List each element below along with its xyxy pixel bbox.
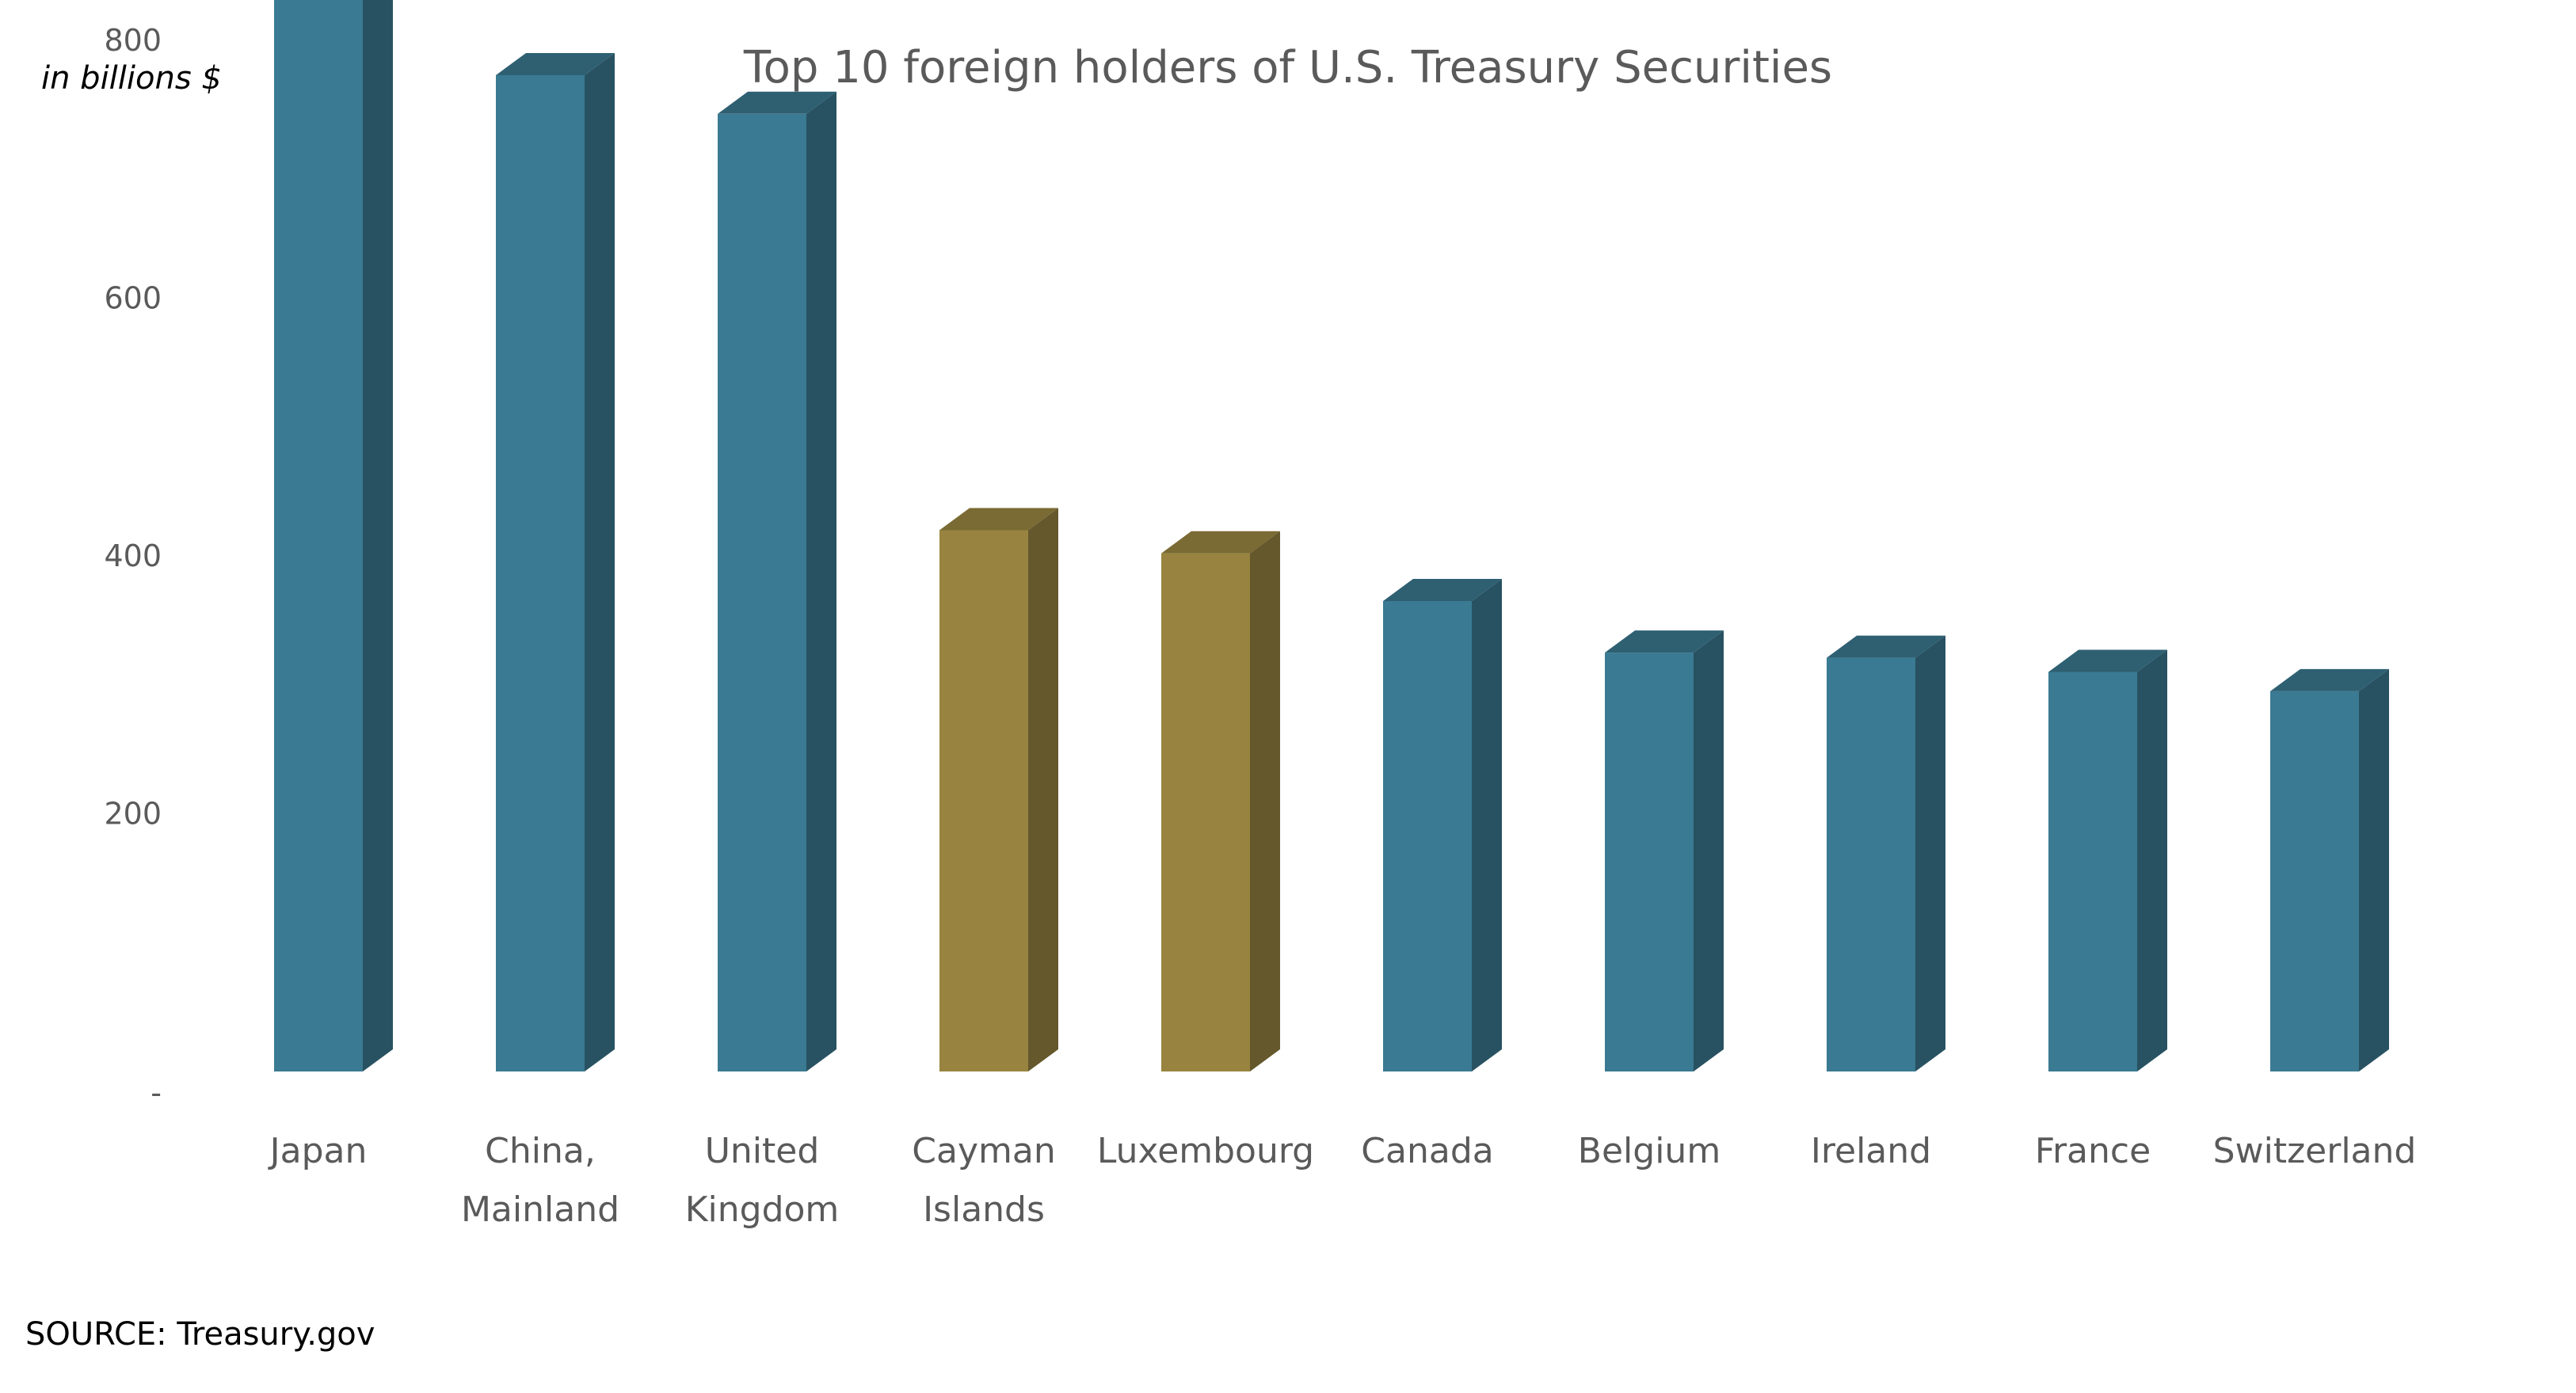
bar-side bbox=[1694, 630, 1724, 1071]
bar bbox=[1605, 630, 1724, 1071]
bar-side bbox=[1472, 578, 1502, 1071]
y-tick-label: - bbox=[151, 1075, 162, 1110]
bar-side bbox=[1250, 531, 1280, 1071]
x-tick-label: Mainland bbox=[461, 1189, 619, 1230]
bar bbox=[939, 508, 1058, 1071]
bar-top bbox=[2270, 668, 2389, 691]
x-tick-label: Kingdom bbox=[685, 1189, 840, 1230]
bar-top bbox=[496, 52, 615, 75]
bar-front bbox=[939, 530, 1028, 1071]
bar bbox=[1827, 635, 1945, 1071]
bar bbox=[2048, 649, 2167, 1071]
bar-front bbox=[718, 113, 806, 1071]
bar-side bbox=[1028, 508, 1058, 1071]
bar-front bbox=[274, 0, 363, 1071]
bar-top bbox=[1605, 630, 1724, 653]
x-tick-label: Luxembourg bbox=[1097, 1131, 1314, 1171]
bar-side bbox=[363, 0, 393, 1071]
x-tick-label: China, bbox=[485, 1131, 596, 1171]
bar-front bbox=[2048, 672, 2137, 1071]
bar-top bbox=[2048, 649, 2167, 672]
x-tick-label: Ireland bbox=[1811, 1131, 1931, 1171]
bar bbox=[718, 91, 836, 1072]
bar-front bbox=[2270, 691, 2359, 1071]
bar-front bbox=[1827, 657, 1915, 1071]
x-tick-label: Islands bbox=[923, 1189, 1045, 1230]
y-tick-label: 200 bbox=[104, 797, 162, 832]
y-tick-label: 800 bbox=[104, 23, 162, 58]
y-tick-label: 600 bbox=[104, 281, 162, 316]
bar bbox=[496, 52, 615, 1071]
bar-top bbox=[718, 91, 836, 114]
x-tick-label: Japan bbox=[268, 1131, 368, 1171]
bar-top bbox=[1827, 635, 1945, 658]
bar-side bbox=[806, 91, 836, 1072]
x-axis: Japan China, Mainland United Kingdom Cayman Is… bbox=[268, 1131, 2417, 1230]
bar bbox=[1161, 531, 1280, 1071]
bar-side bbox=[585, 52, 615, 1071]
bar-side bbox=[1915, 635, 1945, 1071]
bar bbox=[2270, 668, 2389, 1071]
bar bbox=[274, 0, 393, 1071]
bar-top bbox=[939, 508, 1058, 531]
bar-top bbox=[1383, 578, 1502, 601]
x-tick-label: Belgium bbox=[1578, 1131, 1721, 1171]
source-label: SOURCE: Treasury.gov bbox=[25, 1316, 375, 1353]
x-tick-label: Cayman bbox=[912, 1131, 1055, 1171]
x-tick-label: Canada bbox=[1361, 1131, 1493, 1171]
bar-front bbox=[1383, 601, 1472, 1071]
y-tick-label: 400 bbox=[104, 539, 162, 573]
bar-front bbox=[496, 74, 585, 1071]
x-tick-label: Switzerland bbox=[2213, 1131, 2417, 1171]
bar-side bbox=[2137, 649, 2167, 1071]
y-axis: -2004006008001,0001,200 bbox=[104, 23, 162, 1110]
bar-front bbox=[1161, 553, 1250, 1071]
bar-front bbox=[1605, 653, 1694, 1071]
bar-side bbox=[2359, 668, 2389, 1071]
bars bbox=[274, 0, 2389, 1072]
bar-top bbox=[1161, 531, 1280, 554]
chart-title: Top 10 foreign holders of U.S. Treasury … bbox=[743, 42, 1832, 93]
unit-label: in billions $ bbox=[41, 60, 222, 97]
x-tick-label: United bbox=[705, 1131, 820, 1171]
bar bbox=[1383, 578, 1502, 1071]
x-tick-label: France bbox=[2035, 1131, 2151, 1171]
